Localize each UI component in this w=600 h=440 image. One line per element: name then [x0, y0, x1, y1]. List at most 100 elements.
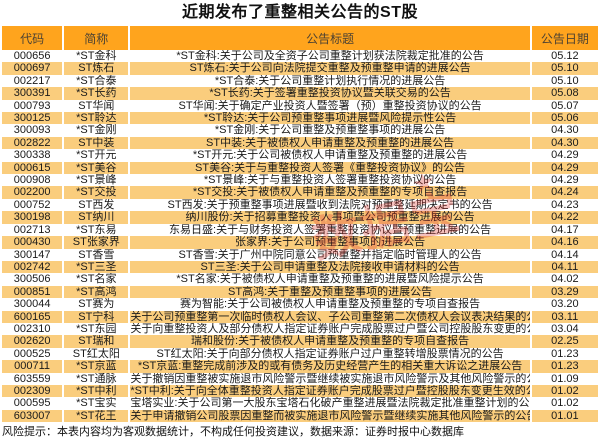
cell-date: 01.02	[551, 397, 579, 410]
cell-code: 000851	[2, 285, 63, 299]
cell-date: 04.16	[531, 236, 598, 249]
cell-announcement-title: 宝塔实业:关于公司第一大股东宝塔石化破产重整进展暨法院裁定批准重整计划的公告	[130, 397, 530, 410]
cell-announcement-title: 关于申请撤销公司股票因重整而被实施退市风险警示暨继续实施其他风险警示的公告	[130, 409, 530, 423]
cell-announcement-title: ST西发:关于预重整事项进展暨收到法院对预重整延期决定书的公告	[167, 198, 493, 211]
cell-announcement-title: *ST中利:关于向全体重整投资人指定证券账户完成股票过户暨控股股东变更生效的公告	[130, 384, 530, 398]
cell-date: 04.30	[551, 124, 579, 137]
table-row: 603007 *ST花王 关于申请撤销公司股票因重整而被实施退市风险警示暨继续实施其…	[2, 409, 598, 423]
cell-announcement-title: *ST聆达:关于公司预重整事项进展暨风险提示性公告	[130, 112, 530, 125]
cell-code: 002309	[2, 384, 63, 398]
header-date: 公告日期	[531, 26, 598, 50]
table-row: 002713 *ST东易 东易日盛:关于与财务投资人签署重整投资协议暨预重整进展的公…	[2, 224, 598, 236]
table-row: 002620 ST瑞和 瑞和股份:关于被债权人申请重整及预重整的专项自查报告 02.2…	[2, 335, 598, 348]
cell-announcement-title: ST中装:关于被债权人申请重整及预重整的进展公告	[130, 136, 530, 150]
cell-date: 05.12	[551, 50, 579, 62]
cell-code: 002620	[2, 335, 63, 348]
cell-announcement-title: 东易日盛:关于与财务投资人签署重整投资协议暨预重整进展的公告	[169, 223, 492, 236]
table-row: 300391 *ST长药 *ST长药:关于签署重整投资协议暨关联交易的公告 05.08	[2, 87, 598, 100]
cell-announcement-title: *ST金刚:关于公司重整及预重整事项的进展公告	[214, 124, 446, 137]
cell-code: 300506	[13, 273, 51, 286]
cell-name: *ST东易	[76, 223, 117, 236]
cell-name: *ST聆达	[64, 112, 129, 125]
table-row: 002217 *ST合泰 *ST合泰:关于公司重整计划执行情况的进展公告 05.10	[2, 75, 598, 87]
cell-announcement-title: 纳川股份:关于招募重整投资人事项暨公司预重整进展的公告	[130, 211, 530, 224]
cell-date: 05.08	[531, 87, 598, 100]
cell-name: *ST东园	[76, 322, 117, 335]
table-row: 000430 ST张家界 张家界:关于公司预重整事项的进展公告 04.16	[2, 236, 598, 249]
table-row: 300044 ST赛为 赛为智能:关于公司被债权人申请重整及预重整的专项自查报告 03…	[2, 298, 598, 310]
table-row: 300338 *ST开元 *ST开元:关于公司被债权人申请重整及预重整的进展公告 04…	[2, 149, 598, 161]
cell-name: *ST中利	[64, 384, 129, 398]
cell-date: 01.23	[551, 347, 579, 360]
table-row: 300093 *ST金刚 *ST金刚:关于公司重整及预重整事项的进展公告 04.30	[2, 124, 598, 136]
cell-date: 01.01	[531, 409, 598, 423]
cell-date: 02.25	[531, 335, 598, 348]
cell-name: *ST合泰	[76, 74, 117, 87]
table-row: 603559 *ST通脉 关于撤销因重整被实施退市风险警示暨继续被实施退市风险警示及…	[2, 373, 598, 385]
cell-name: ST红太阳	[72, 347, 120, 360]
table-row: 002822 ST中装 ST中装:关于被债权人申请重整及预重整的进展公告 04.30	[2, 136, 598, 150]
table-body: 000656 *ST金科 *ST金科:关于公司及全资子公司重整计划获法院裁定批准的公…	[2, 50, 598, 423]
cell-name: ST瑞和	[64, 335, 129, 348]
cell-date: 05.06	[531, 112, 598, 125]
cell-code: 000711	[2, 360, 63, 373]
table-row: 002200 *ST交投 *ST交投:关于被债权人申请重整及预重整的专项自查报告 04…	[2, 186, 598, 199]
cell-announcement-title: 关于撤销因重整被实施退市风险警示暨继续被实施退市风险警示及其他风险警示的公告	[130, 372, 530, 385]
cell-name: *ST美谷	[64, 161, 129, 175]
cell-code: 300147	[13, 248, 51, 261]
cell-name: *ST金刚	[76, 124, 117, 137]
cell-name: *ST花王	[64, 409, 129, 423]
table-row: 000752 ST西发 ST西发:关于预重整事项进展暨收到法院对预重整延期决定书的公…	[2, 199, 598, 211]
cell-announcement-title: ST高鸿:关于重整及预重整事项的进展公告	[130, 285, 530, 299]
cell-announcement-title: ST炼石:关于公司向法院提交重整及预重整申请的进展公告	[130, 62, 530, 75]
st-announcements-table: 代码 简称 公告标题 公告日期 000656 *ST金科 *ST金科:关于公司及全资…	[0, 26, 600, 423]
cell-date: 05.10	[531, 62, 598, 75]
cell-date: 04.29	[551, 149, 579, 162]
cell-announcement-title: 赛为智能:关于公司被债权人申请重整及预重整的专项自查报告	[180, 298, 481, 311]
cell-name: *ST景峰	[76, 174, 117, 187]
cell-code: 002742	[2, 260, 63, 274]
cell-announcement-title: ST红太阳:关于向部分债权人指定证券账户过户重整转增股票情况的公告	[156, 347, 504, 360]
header-code: 代码	[2, 26, 63, 50]
cell-announcement-title: *ST开元:关于公司被债权人申请重整及预重整的进展公告	[192, 149, 468, 162]
table-row: 000615 *ST美谷 ST美谷:关于与重整投资人签署《重整投资协议》的公告 04.…	[2, 161, 598, 175]
cell-date: 03.04	[551, 322, 579, 335]
table-row: 300125 *ST聆达 *ST聆达:关于公司预重整事项进展暨风险提示性公告 05.0…	[2, 112, 598, 125]
cell-name: *ST三圣	[64, 260, 129, 274]
cell-announcement-title: 关于公司预重整第一次临时债权人会议、子公司重整第二次债权人会议表决结果的公告	[130, 310, 530, 323]
table-row: 002309 *ST中利 *ST中利:关于向全体重整投资人指定证券账户完成股票过户暨…	[2, 384, 598, 398]
cell-date: 04.17	[551, 223, 579, 236]
cell-code: 000595	[13, 397, 51, 410]
cell-code: 002713	[13, 223, 51, 236]
cell-announcement-title: *ST长药:关于签署重整投资协议暨关联交易的公告	[130, 87, 530, 100]
table-row: 300147 ST香雪 ST香雪:关于广州中院同意公司预重整并指定临时管理人的公告 0…	[2, 249, 598, 261]
table-row: 000908 *ST景峰 *ST景峰:关于与重整投资人签署重整投资协议的公告 04.2…	[2, 174, 598, 186]
cell-date: 04.22	[531, 211, 598, 224]
cell-code: 002310	[13, 322, 51, 335]
cell-code: 000908	[13, 174, 51, 187]
cell-announcement-title: 关于向重整投资人及部分债权人指定证券账户完成股票过户暨公司控股股东变更的公告	[130, 322, 530, 335]
table-row: 000697 ST炼石 ST炼石:关于公司向法院提交重整及预重整申请的进展公告 05.…	[2, 62, 598, 75]
cell-date: 04.29	[531, 161, 598, 175]
cell-name: *ST金科	[76, 50, 117, 62]
cell-announcement-title: 瑞和股份:关于被债权人申请重整及预重整的专项自查报告	[130, 335, 530, 348]
table-row: 300506 *ST名家 *ST名家:关于被债权人申请重整及预重整的进展暨风险提示公…	[2, 273, 598, 285]
header-name: 简称	[64, 26, 129, 50]
cell-code: 000525	[13, 347, 51, 360]
cell-name: ST华闻	[78, 99, 115, 112]
cell-code: 600165	[2, 310, 63, 323]
cell-code: 300391	[2, 87, 63, 100]
cell-code: 603559	[13, 372, 51, 385]
cell-code: 000752	[13, 198, 51, 211]
cell-code: 002822	[2, 136, 63, 150]
header-row: 代码 简称 公告标题 公告日期	[2, 26, 598, 50]
cell-name: *ST宝实	[76, 397, 117, 410]
risk-disclaimer: 风险提示：本表内容均为客观数据统计，不构成任何投资建议，数据来源：证券时报中心数…	[2, 426, 464, 438]
cell-code: 002217	[13, 74, 51, 87]
cell-announcement-title: ST美谷:关于与重整投资人签署《重整投资协议》的公告	[130, 161, 530, 175]
cell-name: *ST高鸿	[64, 285, 129, 299]
table-row: 002742 *ST三圣 ST三圣:关于公司申请重整及法院接收申请材料的公告 04.1…	[2, 260, 598, 274]
cell-name: *ST长药	[64, 87, 129, 100]
header-announcement-title: 公告标题	[130, 26, 530, 50]
cell-name: *ST开元	[76, 149, 117, 162]
